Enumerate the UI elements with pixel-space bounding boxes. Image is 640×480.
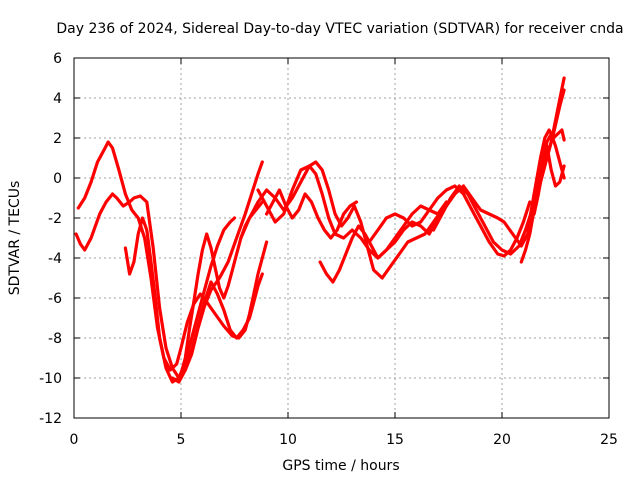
x-tick-label: 10 xyxy=(279,432,297,448)
series-sat-a xyxy=(74,160,264,380)
series-sat-e xyxy=(170,272,264,384)
y-tick-label: 4 xyxy=(53,91,62,107)
y-tick-label: 2 xyxy=(53,131,62,147)
data-series xyxy=(74,76,566,384)
x-tick-label: 5 xyxy=(177,432,186,448)
x-axis-label: GPS time / hours xyxy=(282,458,399,474)
series-sat-g xyxy=(256,164,440,260)
y-tick-label: -6 xyxy=(48,291,62,307)
x-tick-label: 15 xyxy=(386,432,404,448)
y-tick-label: -2 xyxy=(48,211,62,227)
chart-title: Day 236 of 2024, Sidereal Day-to-day VTE… xyxy=(56,21,623,37)
y-tick-label: -8 xyxy=(48,331,62,347)
series-sat-h xyxy=(265,188,359,240)
x-tick-label: 25 xyxy=(600,432,618,448)
x-tick-label: 20 xyxy=(493,432,511,448)
axis-ticks xyxy=(73,57,610,419)
series-sat-b xyxy=(76,140,269,372)
y-tick-label: 6 xyxy=(53,51,62,67)
plot-frame xyxy=(73,57,610,419)
series-sat-f xyxy=(239,160,444,280)
series-sat-n xyxy=(526,128,566,232)
grid-lines xyxy=(74,58,609,418)
y-tick-label: 0 xyxy=(53,171,62,187)
y-tick-label: -12 xyxy=(39,411,62,427)
series-sat-l xyxy=(444,88,566,248)
y-tick-label: -10 xyxy=(39,371,62,387)
tick-labels: 0 5 10 15 20 25 -12 -10 -8 -6 -4 -2 0 2 4 6 xyxy=(39,51,618,448)
y-axis-label: SDTVAR / TECUs xyxy=(7,181,23,296)
series-sat-c xyxy=(123,216,237,384)
y-tick-label: -4 xyxy=(48,251,62,267)
series-sat-i xyxy=(318,200,448,284)
x-tick-label: 0 xyxy=(70,432,79,448)
series-sat-o xyxy=(532,144,566,216)
